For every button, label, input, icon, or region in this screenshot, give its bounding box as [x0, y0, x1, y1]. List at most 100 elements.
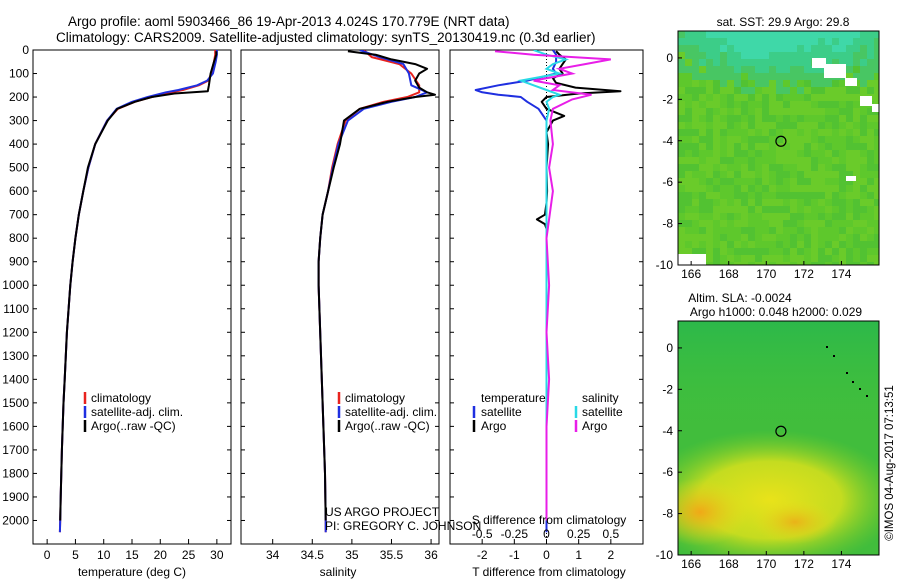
sst-cell	[783, 101, 791, 109]
sst-cell	[706, 248, 714, 256]
sst-cell	[734, 94, 742, 102]
sst-map-axes: 166 168 170 172 174 0 -2 -4 -6 -8 -10	[656, 51, 852, 281]
sst-cell	[804, 115, 812, 123]
project-annotation: US ARGO PROJECT	[325, 505, 440, 519]
sst-cell	[860, 80, 868, 88]
sst-cell	[699, 213, 707, 221]
sst-cell	[748, 59, 756, 67]
sst-cell	[860, 122, 868, 130]
sst-cell	[783, 150, 791, 158]
sla-map-lat-tick-label: 0	[666, 341, 673, 355]
sst-cell	[860, 178, 868, 186]
t-difference-x-tick-label: -1	[509, 548, 520, 562]
sst-cell	[678, 143, 686, 151]
sst-cell	[762, 143, 770, 151]
sst-cell	[713, 136, 721, 144]
sst-cell	[874, 45, 879, 53]
sst-cell	[825, 108, 833, 116]
sst-cell	[734, 262, 742, 265]
sst-cell	[797, 262, 805, 265]
sst-cell	[846, 157, 854, 165]
sst-cell	[741, 31, 749, 39]
depth-tick-label: 600	[9, 184, 29, 198]
sst-cell	[713, 122, 721, 130]
sst-cell	[741, 87, 749, 95]
sst-cell	[867, 122, 875, 130]
sst-cell	[783, 255, 791, 263]
sst-cell	[797, 38, 805, 46]
sst-cell	[755, 136, 763, 144]
sst-cell	[706, 234, 714, 242]
sst-cell	[839, 241, 847, 249]
sst-cell	[727, 185, 735, 193]
depth-tick-label: 1000	[2, 278, 29, 292]
sst-cell	[720, 234, 728, 242]
sst-cell	[860, 143, 868, 151]
sst-cell	[685, 73, 693, 81]
sst-cell	[790, 66, 798, 74]
sst-cell	[769, 178, 777, 186]
sst-cell	[797, 143, 805, 151]
sla-island	[859, 388, 861, 390]
sst-cell	[811, 248, 819, 256]
sst-cell	[783, 157, 791, 165]
sst-cell	[832, 206, 840, 214]
sst-cell	[776, 262, 784, 265]
sst-cell	[867, 220, 875, 228]
sst-cell	[804, 59, 812, 67]
depth-axis: 0 100 200 300 400 500 600 700 800 900 1000 1100 1200…	[2, 43, 643, 527]
sst-cell	[867, 171, 875, 179]
sst-cell	[720, 80, 728, 88]
sst-cell	[776, 255, 784, 263]
sst-cell	[727, 178, 735, 186]
sst-cell	[692, 101, 700, 109]
temperature-panel	[58, 50, 218, 533]
sst-cell	[846, 59, 854, 67]
sst-cell	[804, 227, 812, 235]
sst-cell	[867, 157, 875, 165]
sst-cell	[685, 206, 693, 214]
sst-cell	[790, 150, 798, 158]
temperature-xlabel: temperature (deg C)	[78, 565, 186, 579]
legend-label-s-satellite: satellite	[582, 405, 623, 419]
sst-cell	[755, 129, 763, 137]
sst-cell	[699, 192, 707, 200]
series-satellite-adj-clim	[58, 50, 218, 533]
sst-cell	[783, 262, 791, 265]
legend-label-argo: Argo(..raw -QC)	[91, 419, 176, 433]
sst-land-patch	[846, 176, 856, 181]
series-climatology	[58, 50, 217, 533]
sst-cell	[832, 192, 840, 200]
sst-cell	[853, 220, 861, 228]
sst-cell	[720, 108, 728, 116]
sst-cell	[762, 115, 770, 123]
sst-cell	[811, 213, 819, 221]
depth-tick-label: 1400	[2, 372, 29, 386]
sst-cell	[839, 178, 847, 186]
sst-cell	[678, 234, 686, 242]
sst-cell	[846, 52, 854, 60]
sst-cell	[846, 192, 854, 200]
depth-tick-label: 1200	[2, 325, 29, 339]
sst-cell	[713, 45, 721, 53]
sla-map-lon-tick-label: 168	[719, 557, 739, 571]
sst-cell	[790, 143, 798, 151]
sst-cell	[811, 199, 819, 207]
sst-cell	[755, 150, 763, 158]
sst-cell	[762, 255, 770, 263]
sst-cell	[678, 129, 686, 137]
sst-cell	[713, 59, 721, 67]
sst-cell	[846, 150, 854, 158]
sst-cell	[748, 31, 756, 39]
sst-cell	[692, 192, 700, 200]
sst-cell	[874, 122, 879, 130]
sst-cell	[748, 185, 756, 193]
sst-cell	[832, 227, 840, 235]
sst-cell	[692, 80, 700, 88]
sst-cell	[685, 192, 693, 200]
sst-cell	[685, 150, 693, 158]
sst-cell	[734, 129, 742, 137]
sst-cell	[839, 227, 847, 235]
sst-cell	[685, 45, 693, 53]
